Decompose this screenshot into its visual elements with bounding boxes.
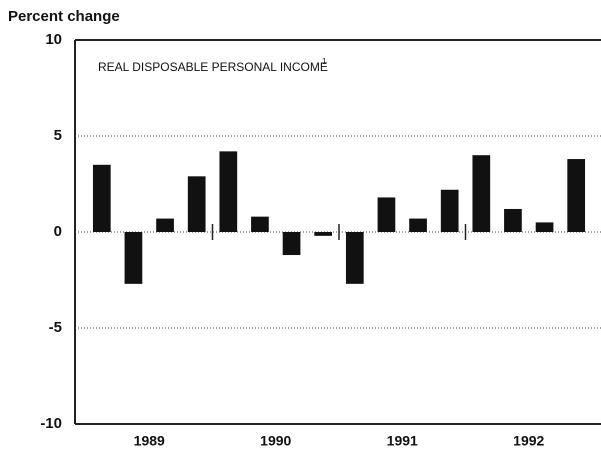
bar: [124, 232, 143, 284]
y-tick-label: 5: [54, 127, 62, 144]
x-tick-label: 1991: [387, 433, 418, 449]
bar: [156, 218, 174, 232]
bar: [472, 155, 491, 232]
bar: [219, 151, 238, 232]
bar: [92, 164, 111, 232]
bar: [409, 218, 427, 232]
y-tick-label: -10: [40, 415, 62, 432]
x-tick-label: 1992: [513, 433, 544, 449]
y-tick-label: -5: [49, 319, 62, 336]
title-footnote: 1: [322, 57, 327, 66]
chart-title: REAL DISPOSABLE PERSONAL INCOME: [98, 60, 328, 74]
bar: [377, 197, 396, 232]
bar: [567, 159, 586, 232]
x-tick-label: 1989: [134, 433, 165, 449]
bar: [535, 222, 554, 232]
y-tick-label: 0: [54, 223, 62, 240]
bar: [440, 189, 459, 232]
bar: [504, 208, 522, 232]
x-tick-label: 1990: [260, 433, 291, 449]
y-axis-label: Percent change: [8, 8, 120, 25]
bar: [251, 216, 269, 232]
bar: [345, 232, 364, 284]
bar: [314, 232, 333, 236]
y-tick-label: 10: [45, 31, 62, 48]
bar: [282, 232, 301, 256]
bar: [187, 176, 206, 232]
